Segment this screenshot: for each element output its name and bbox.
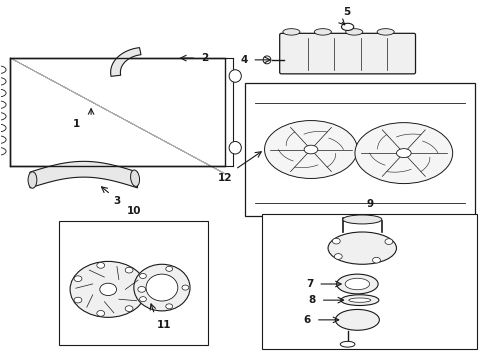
Text: 7: 7 <box>306 279 314 289</box>
Circle shape <box>97 262 105 268</box>
Ellipse shape <box>349 298 371 302</box>
Polygon shape <box>30 161 138 188</box>
Circle shape <box>70 261 147 318</box>
Text: 12: 12 <box>218 174 233 183</box>
Circle shape <box>74 276 82 282</box>
Circle shape <box>138 287 146 292</box>
Ellipse shape <box>283 29 300 35</box>
Circle shape <box>100 283 117 296</box>
Ellipse shape <box>134 264 190 311</box>
Ellipse shape <box>335 310 379 330</box>
Ellipse shape <box>0 77 6 85</box>
Ellipse shape <box>0 124 6 132</box>
Text: 6: 6 <box>304 315 311 325</box>
Circle shape <box>125 267 133 273</box>
Ellipse shape <box>263 56 271 64</box>
Circle shape <box>332 238 340 244</box>
Circle shape <box>334 253 342 259</box>
Circle shape <box>166 304 172 309</box>
Ellipse shape <box>341 295 379 306</box>
Text: 2: 2 <box>201 53 208 63</box>
Text: 8: 8 <box>309 295 316 305</box>
Text: 1: 1 <box>73 119 80 129</box>
Ellipse shape <box>355 123 453 184</box>
Bar <box>10 58 225 166</box>
Circle shape <box>74 297 82 303</box>
Text: 9: 9 <box>366 199 373 209</box>
Circle shape <box>125 306 133 311</box>
Ellipse shape <box>314 29 331 35</box>
Ellipse shape <box>343 215 382 224</box>
Ellipse shape <box>0 147 6 155</box>
FancyBboxPatch shape <box>280 33 416 74</box>
Text: 11: 11 <box>157 320 171 330</box>
Ellipse shape <box>0 66 6 74</box>
Ellipse shape <box>229 141 242 154</box>
Ellipse shape <box>328 232 396 264</box>
Ellipse shape <box>304 145 318 154</box>
Circle shape <box>182 285 189 290</box>
Ellipse shape <box>265 121 357 179</box>
Ellipse shape <box>345 278 369 290</box>
Text: 4: 4 <box>240 55 247 65</box>
Ellipse shape <box>337 274 378 294</box>
Circle shape <box>385 239 393 244</box>
Ellipse shape <box>342 23 354 31</box>
Ellipse shape <box>229 70 242 82</box>
Polygon shape <box>111 48 141 76</box>
Ellipse shape <box>28 172 37 188</box>
Text: 10: 10 <box>126 206 141 216</box>
Text: 5: 5 <box>343 7 350 17</box>
Ellipse shape <box>0 101 6 109</box>
Ellipse shape <box>130 170 140 186</box>
Circle shape <box>140 274 147 279</box>
Ellipse shape <box>340 341 355 347</box>
Circle shape <box>166 266 172 271</box>
Ellipse shape <box>0 89 6 97</box>
Circle shape <box>97 311 105 316</box>
Ellipse shape <box>377 29 394 35</box>
Bar <box>59 221 208 345</box>
Bar <box>262 214 477 348</box>
Ellipse shape <box>345 29 363 35</box>
Ellipse shape <box>0 112 6 120</box>
Ellipse shape <box>396 149 411 158</box>
Bar <box>245 83 475 216</box>
Circle shape <box>372 257 380 263</box>
Ellipse shape <box>146 274 178 301</box>
Ellipse shape <box>0 136 6 144</box>
Circle shape <box>140 297 147 302</box>
Text: 3: 3 <box>113 196 121 206</box>
